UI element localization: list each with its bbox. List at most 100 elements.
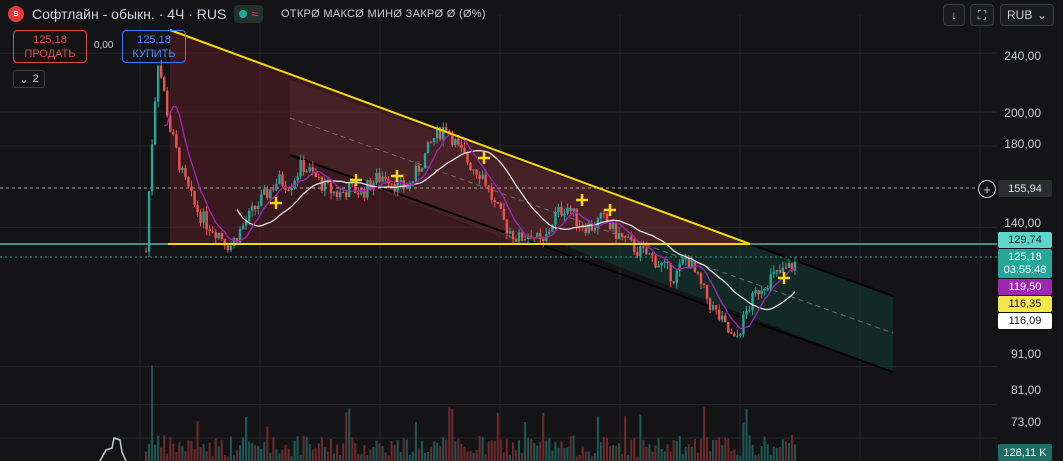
fullscreen-button[interactable]: ⛶ [970,4,994,26]
volume-bar [232,455,235,461]
volume-bar [454,441,457,461]
candle-body [784,267,788,269]
volume-bar [536,445,539,461]
candle-body [290,188,293,191]
candle-body [705,284,709,299]
volume-bar [484,454,487,461]
candle-body [787,263,791,268]
candle-body [736,335,739,337]
download-button[interactable]: ↓ [943,4,965,26]
volume-bar [630,439,633,461]
candle-body [727,321,730,333]
download-icon: ↓ [951,8,957,22]
candle-body [308,167,311,172]
volume-bar [360,454,363,461]
volume-bar [496,412,499,461]
volume-bar [618,443,621,461]
candle-body [454,138,457,146]
volume-bar [427,452,430,461]
candle-body [448,130,451,133]
indicators-toggle[interactable]: ⌄ 2 [13,70,45,88]
volume-bar [320,436,323,461]
fullscreen-icon: ⛶ [977,7,987,22]
candle-body [341,192,345,194]
volume-bar [687,444,690,461]
candle-body [296,176,299,181]
volume-bar [527,437,530,461]
candle-body [435,127,439,139]
axis-label: 81,00 [1010,383,1041,397]
buy-button[interactable]: 125,18 КУПИТЬ [122,30,186,63]
volume-bar [542,412,545,461]
volume-bar [214,438,217,461]
candle-body [793,262,797,271]
volume-bar [363,445,366,461]
symbol-title[interactable]: Софтлайн - обыкн. · 4Ч · RUS [32,6,227,22]
candle-body [751,293,754,311]
volume-bar [751,444,754,461]
candles [144,59,797,339]
ma-white-line [236,149,796,311]
add-alert-button[interactable]: + [978,180,996,198]
volume-bar [769,454,772,461]
chart-grid [0,15,997,461]
volume-bar [684,446,687,461]
candle-body [605,213,609,223]
volume-bar [763,436,766,461]
candle-body [654,255,657,268]
chevron-down-icon: ⌄ [19,73,29,86]
volume-bar [375,440,378,461]
candle-body [672,281,675,283]
candle-body [199,211,202,223]
candle-body [229,245,233,251]
volume-bar [424,452,427,461]
candle-body [487,186,490,188]
candle-body [257,206,260,210]
volume-bar [678,435,681,461]
candle-body [320,176,324,191]
market-status[interactable]: ≈ [234,5,263,23]
volume-bar [305,436,308,461]
candle-body [484,174,487,187]
volume-bar [393,444,396,461]
volume-bar [217,446,220,461]
candle-body [344,192,348,198]
candle-body [411,181,415,183]
candle-body [426,141,430,154]
volume-bar [290,456,293,461]
candle-body [566,207,569,214]
sell-button[interactable]: 125,18 ПРОДАТЬ [13,30,87,63]
candle-body [717,309,721,320]
volume-bar [448,406,451,461]
candle-body [399,180,402,183]
volume-bar [730,451,733,461]
volume-bar [445,439,448,461]
volume-bar [251,443,254,461]
candle-body [730,332,733,334]
volume-bar [548,438,551,461]
volume-bar [748,435,751,461]
volume-bar [166,453,169,461]
candle-body [208,229,211,232]
volume-bar [348,408,351,461]
candle-body [669,263,672,282]
ma-purple-line [163,105,796,330]
candle-body [253,205,257,210]
candle-body [159,65,163,78]
axis-label: 240,00 [1004,49,1041,63]
volume-bar [518,440,521,461]
volume-bar [439,445,442,461]
candle-body [214,232,217,239]
volume-bar [399,451,402,461]
volume-bar [433,441,436,461]
candle-body [623,236,627,238]
currency-select[interactable]: RUB ⌄ [1000,4,1054,26]
volume-bar [314,448,317,461]
candle-body [478,174,481,179]
candle-body [642,246,645,248]
candle-body [490,187,493,201]
candle-body [390,183,393,185]
volume-bar [621,453,624,461]
candle-body [384,176,387,180]
